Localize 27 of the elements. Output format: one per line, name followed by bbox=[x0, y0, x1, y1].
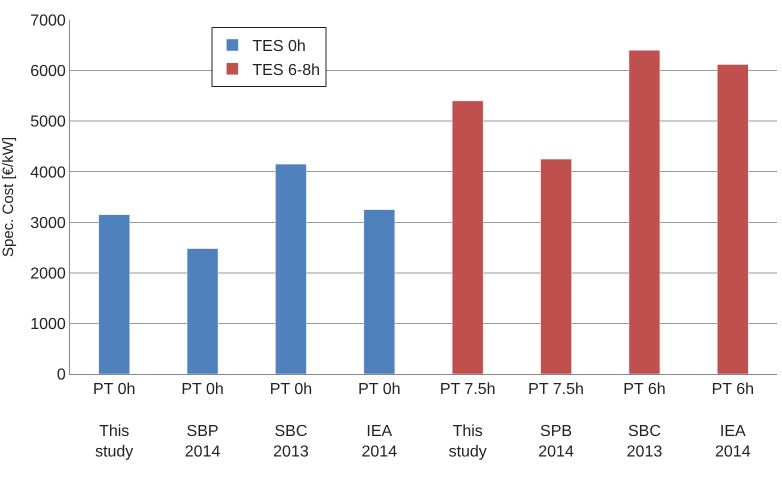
category-label: PT 7.5h SPB 2014 bbox=[528, 381, 584, 461]
y-tick-label: 2000 bbox=[30, 265, 66, 282]
y-tick-label: 0 bbox=[56, 366, 66, 384]
category-label: PT 7.5h This study bbox=[440, 381, 496, 461]
bar bbox=[364, 209, 396, 374]
bar bbox=[628, 50, 660, 374]
category-label: PT 6h IEA 2014 bbox=[712, 381, 754, 461]
y-tick-label: 4000 bbox=[30, 164, 66, 182]
category-label: PT 6h SBC 2013 bbox=[623, 381, 666, 461]
category-label: PT 0h IEA 2014 bbox=[358, 381, 401, 461]
bar bbox=[98, 214, 130, 374]
y-axis-title: Spec. Cost [€/kW] bbox=[0, 136, 17, 258]
legend-label: TES 6-8h bbox=[252, 62, 320, 80]
y-tick-label: 1000 bbox=[30, 316, 66, 334]
category-label: PT 0h This study bbox=[92, 381, 136, 461]
y-tick-label: 5000 bbox=[30, 114, 66, 131]
bar bbox=[540, 158, 572, 374]
bar bbox=[452, 100, 484, 374]
bar bbox=[717, 64, 749, 374]
y-tick-label: 6000 bbox=[30, 63, 66, 80]
legend-label: TES 0h bbox=[252, 38, 306, 56]
y-tick-label: 3000 bbox=[30, 214, 66, 232]
category-label: PT 0h SBP 2014 bbox=[181, 381, 224, 461]
y-tick-label: 7000 bbox=[30, 12, 66, 30]
bar bbox=[186, 248, 218, 374]
bar bbox=[275, 164, 307, 374]
category-label: PT 0h SBC 2013 bbox=[270, 381, 312, 461]
